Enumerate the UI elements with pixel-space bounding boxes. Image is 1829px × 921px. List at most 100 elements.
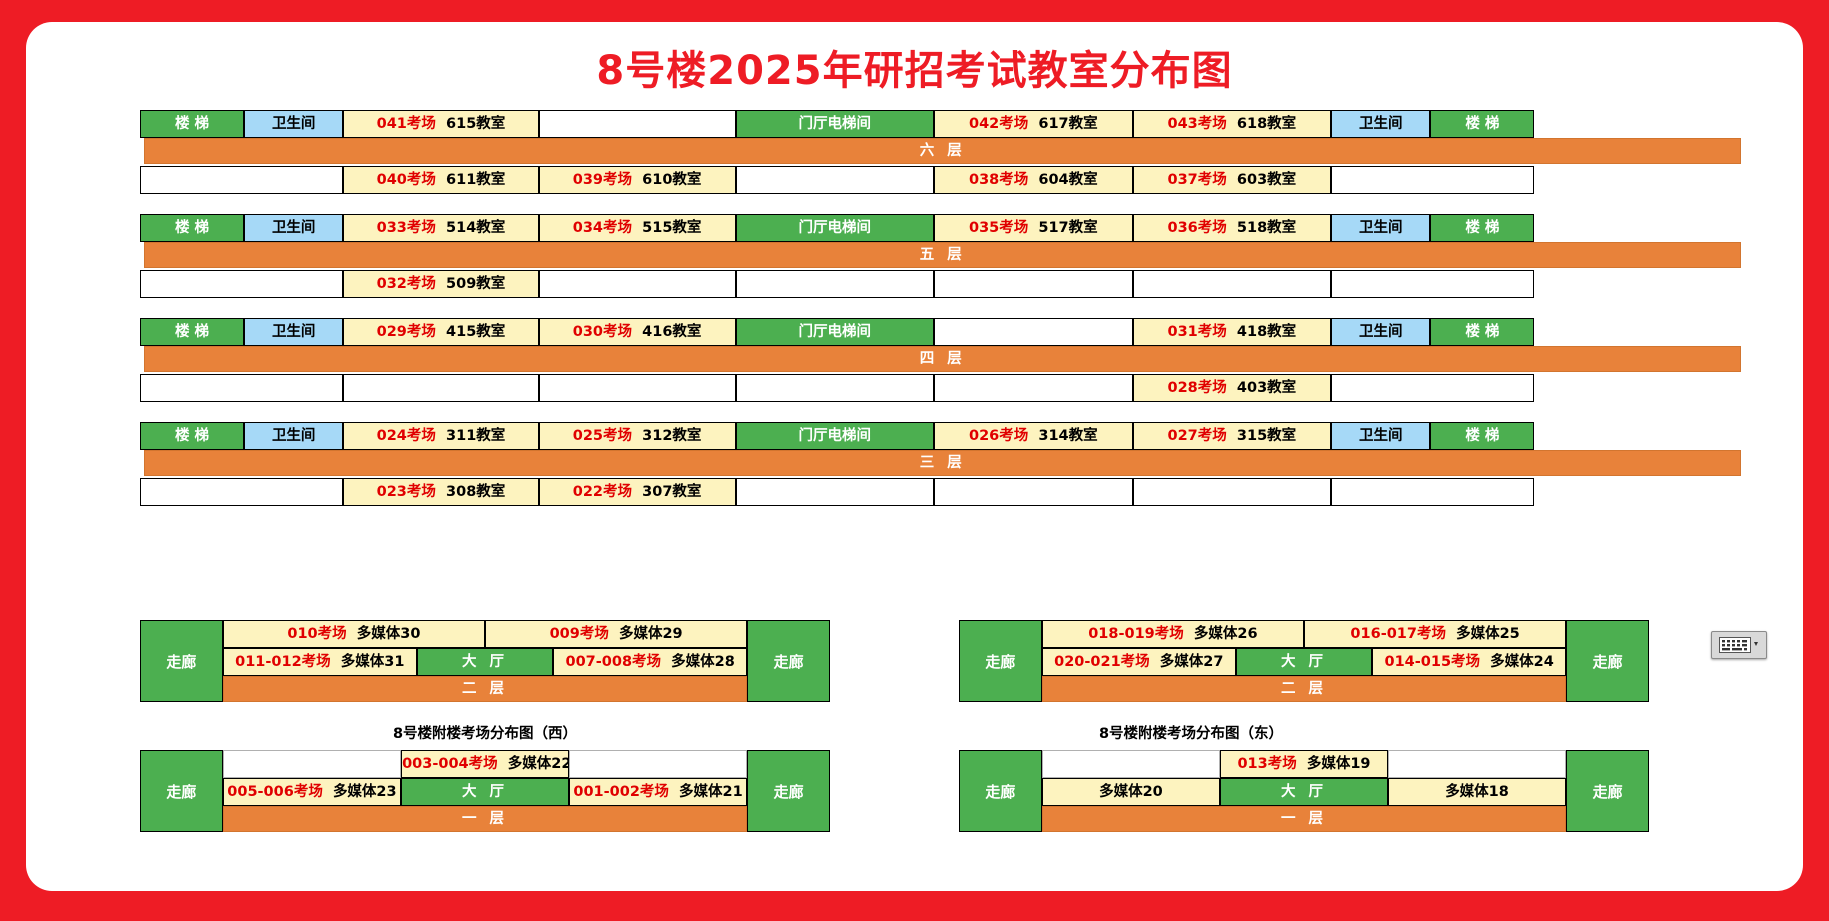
exam-room-cell[interactable]: 032考场 509教室 (343, 270, 539, 298)
hall-cell[interactable]: 大 厅 (1220, 778, 1388, 806)
corridor-right[interactable]: 走廊 (1566, 750, 1649, 832)
exam-code: 031考场 (1167, 324, 1227, 340)
room-code: 604教室 (1038, 172, 1098, 188)
corridor-left[interactable]: 走廊 (140, 750, 223, 832)
lobby-elevator-cell[interactable]: 门厅电梯间 (735, 214, 935, 242)
restroom-cell[interactable]: 卫生间 (1331, 110, 1431, 138)
stair-cell[interactable]: 楼 梯 (1430, 110, 1535, 138)
exam-room-cell[interactable]: 多媒体18 (1387, 778, 1567, 806)
restroom-cell[interactable]: 卫生间 (244, 422, 344, 450)
annex-row-middle: 011-012考场 多媒体31 大 厅 007-008考场 多媒体28 (222, 648, 748, 676)
exam-room-cell[interactable]: 028考场 403教室 (1132, 374, 1332, 402)
restroom-cell[interactable]: 卫生间 (1331, 318, 1431, 346)
exam-room-cell[interactable]: 025考场 312教室 (538, 422, 736, 450)
exam-room-cell[interactable]: 038考场 604教室 (934, 166, 1133, 194)
annex-row-top: 003-004考场 多媒体22 (222, 750, 748, 778)
lobby-elevator-cell[interactable]: 门厅电梯间 (735, 110, 935, 138)
room-code: 418教室 (1236, 324, 1297, 340)
room-code: 314教室 (1038, 428, 1098, 444)
empty-cell (140, 478, 344, 506)
exam-room-cell[interactable]: 039考场 610教室 (538, 166, 736, 194)
exam-room-cell[interactable]: 040考场 611教室 (343, 166, 539, 194)
floor-name-band: 三 层 (144, 450, 1741, 476)
restroom-cell[interactable]: 卫生间 (1331, 214, 1431, 242)
exam-room-cell[interactable]: 003-004考场 多媒体22 (401, 750, 569, 778)
exam-room-cell[interactable]: 042考场 617教室 (934, 110, 1133, 138)
exam-room-cell[interactable]: 多媒体20 (1041, 778, 1221, 806)
room-code: 610教室 (642, 172, 702, 188)
annex-corridor-row: 二 层 (222, 676, 748, 702)
corridor-right[interactable]: 走廊 (747, 750, 830, 832)
room-code: 多媒体29 (618, 626, 683, 642)
stair-cell[interactable]: 楼 梯 (1430, 214, 1535, 242)
lobby-elevator-cell[interactable]: 门厅电梯间 (735, 422, 935, 450)
stair-cell[interactable]: 楼 梯 (140, 318, 245, 346)
exam-code: 010考场 (287, 626, 347, 642)
keyboard-icon[interactable] (1711, 631, 1767, 659)
corridor-left[interactable]: 走廊 (140, 620, 223, 702)
hall-cell[interactable]: 大 厅 (416, 648, 554, 676)
restroom-cell[interactable]: 卫生间 (244, 318, 344, 346)
restroom-cell[interactable]: 卫生间 (244, 110, 344, 138)
stair-cell[interactable]: 楼 梯 (140, 422, 245, 450)
exam-code: 040考场 (376, 172, 436, 188)
empty-cell (1331, 270, 1535, 298)
exam-room-cell[interactable]: 010考场 多媒体30 (222, 620, 485, 648)
hall-cell[interactable]: 大 厅 (401, 778, 569, 806)
floor-row-top: 楼 梯卫生间 024考场 311教室 025考场 312教室 门厅电梯间 026考场 3… (140, 422, 1741, 450)
exam-room-cell[interactable]: 022考场 307教室 (538, 478, 736, 506)
restroom-cell[interactable]: 卫生间 (1331, 422, 1431, 450)
exam-code: 042考场 (968, 116, 1029, 132)
exam-code: 009考场 (549, 626, 609, 642)
exam-room-cell[interactable]: 043考场 618教室 (1132, 110, 1332, 138)
exam-room-cell[interactable]: 033考场 514教室 (343, 214, 539, 242)
exam-room-cell[interactable]: 035考场 517教室 (934, 214, 1133, 242)
caption-east: 8号楼附楼考场分布图（东） (1098, 726, 1284, 742)
exam-room-cell[interactable]: 007-008考场 多媒体28 (553, 648, 748, 676)
exam-room-cell[interactable]: 030考场 416教室 (538, 318, 736, 346)
exam-room-cell[interactable]: 009考场 多媒体29 (485, 620, 748, 648)
exam-room-cell[interactable]: 005-006考场 多媒体23 (222, 778, 402, 806)
exam-room-cell[interactable]: 011-012考场 多媒体31 (222, 648, 417, 676)
annex-inner: 走廊 013考场 多媒体19 多媒体20 大 厅 多媒体18 一 层走廊 (959, 750, 1649, 832)
exam-room-cell[interactable]: 023考场 308教室 (343, 478, 539, 506)
corridor-right[interactable]: 走廊 (1566, 620, 1649, 702)
empty-cell (1132, 478, 1332, 506)
exam-room-cell[interactable]: 036考场 518教室 (1132, 214, 1332, 242)
lobby-elevator-cell[interactable]: 门厅电梯间 (735, 318, 935, 346)
exam-room-cell[interactable]: 037考场 603教室 (1132, 166, 1332, 194)
annex-row-middle: 020-021考场 多媒体27 大 厅 014-015考场 多媒体24 (1041, 648, 1567, 676)
exam-code: 026考场 (968, 428, 1029, 444)
empty-cell (934, 478, 1133, 506)
exam-room-cell[interactable]: 026考场 314教室 (934, 422, 1133, 450)
exam-code: 013考场 (1237, 756, 1297, 772)
stair-cell[interactable]: 楼 梯 (140, 110, 245, 138)
exam-room-cell[interactable]: 018-019考场 多媒体26 (1041, 620, 1304, 648)
exam-room-cell[interactable]: 014-015考场 多媒体24 (1372, 648, 1567, 676)
corridor-left[interactable]: 走廊 (959, 620, 1042, 702)
empty-cell (343, 374, 539, 402)
room-code: 416教室 (642, 324, 702, 340)
corridor-left[interactable]: 走廊 (959, 750, 1042, 832)
exam-room-cell[interactable]: 031考场 418教室 (1132, 318, 1332, 346)
hall-cell[interactable]: 大 厅 (1235, 648, 1373, 676)
exam-room-cell[interactable]: 034考场 515教室 (538, 214, 736, 242)
exam-room-cell[interactable]: 024考场 311教室 (343, 422, 539, 450)
restroom-cell[interactable]: 卫生间 (244, 214, 344, 242)
exam-room-cell[interactable]: 029考场 415教室 (343, 318, 539, 346)
stair-cell[interactable]: 楼 梯 (1430, 422, 1535, 450)
exam-room-cell[interactable]: 027考场 315教室 (1132, 422, 1332, 450)
exam-room-cell[interactable]: 016-017考场 多媒体25 (1304, 620, 1567, 648)
stair-cell[interactable]: 楼 梯 (140, 214, 245, 242)
exam-code: 043考场 (1167, 116, 1227, 132)
exam-room-cell[interactable]: 020-021考场 多媒体27 (1041, 648, 1236, 676)
empty-cell (735, 374, 935, 402)
room-code: 618教室 (1236, 116, 1297, 132)
empty-cell (1331, 166, 1535, 194)
exam-room-cell[interactable]: 013考场 多媒体19 (1220, 750, 1388, 778)
stair-cell[interactable]: 楼 梯 (1430, 318, 1535, 346)
exam-room-cell[interactable]: 001-002考场 多媒体21 (568, 778, 748, 806)
exam-room-cell[interactable]: 041考场 615教室 (343, 110, 539, 138)
empty-cell (1331, 478, 1535, 506)
corridor-right[interactable]: 走廊 (747, 620, 830, 702)
